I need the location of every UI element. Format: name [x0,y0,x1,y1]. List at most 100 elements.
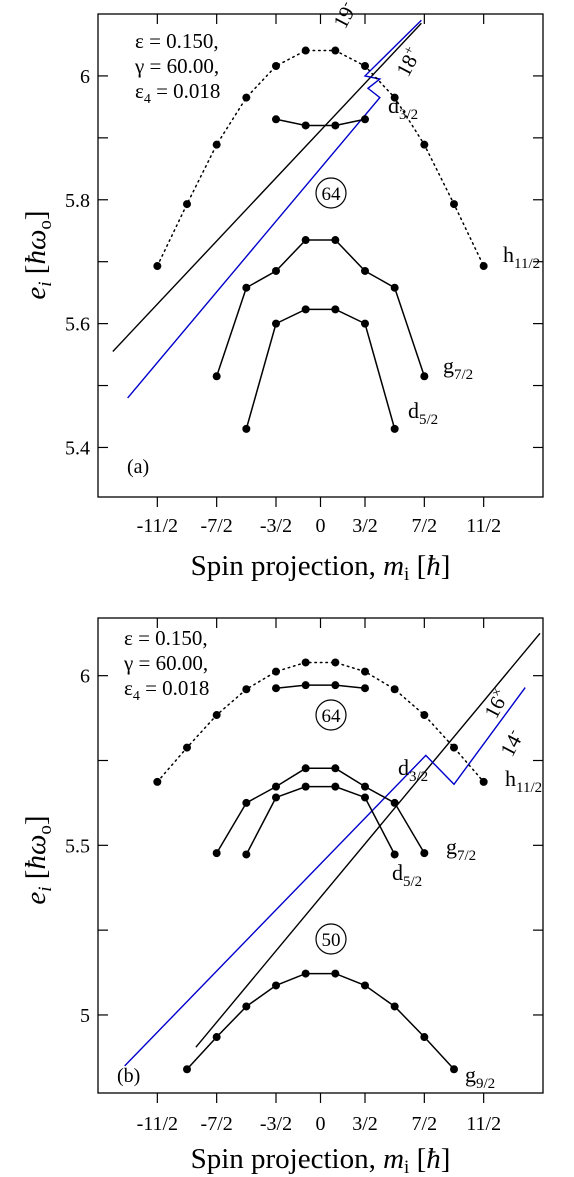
level-point [301,305,310,314]
fermi-line-label-sign: - [505,726,521,737]
y-axis-title-var: e [20,287,52,300]
fermi-line-label: 16× [479,686,514,723]
parameter-line: γ = 60.00, [123,651,208,675]
fermi-line-label-number: 16 [479,693,510,723]
level-label-sub: 7/2 [457,848,476,864]
parameter-line: ε = 0.150, [124,626,208,650]
y-tick-label: 6 [80,666,90,688]
x-tick-label: 0 [316,1113,326,1135]
level-point [331,236,340,245]
y-axis-title: ei [ħωo] [20,210,56,299]
level-point [242,1002,251,1011]
y-axis-title-unit-sub: o [35,220,56,230]
level-point [242,850,251,859]
level-point [301,236,310,245]
fermi-line-16 [195,632,541,1048]
x-tick-label: -11/2 [137,1113,178,1135]
parameter-sub: 4 [144,92,151,107]
level-line-g9-2 [186,972,455,1070]
level-point [242,798,251,807]
fermi-line-label-number: 19 [328,3,359,33]
level-label-sub: 3/2 [409,769,428,785]
level-point [242,424,251,433]
level-label-sub: 11/2 [514,256,540,272]
level-label-letter: g [443,353,454,378]
x-axis-title-text: Spin projection, [191,1143,384,1175]
level-point [272,62,280,71]
level-label-letter: d [398,755,409,780]
fermi-line-14 [124,687,526,1067]
level-point [183,743,191,752]
fermi-line-label-number: 18 [391,51,422,81]
parameter-line: ε4 = 0.018 [124,676,209,704]
y-axis-title-unit-sub: o [35,825,56,835]
y-axis-title-unit-open: [ [20,870,52,887]
level-label: d5/2 [408,398,438,428]
level-line-d3-2 [275,118,366,127]
level-label: g9/2 [465,1062,495,1092]
particle-number-label: 64 [322,184,342,205]
level-point [301,46,310,55]
x-axis-title-unit-close: ] [441,550,451,582]
level-line-h11-2 [156,661,485,783]
level-point [331,969,340,978]
level-label-sub: 9/2 [476,1076,495,1092]
level-point [420,140,429,149]
level-label: d5/2 [392,860,422,890]
parameter-value: = 60.00, [144,54,219,78]
level-point [331,681,340,690]
level-label-letter: h [505,766,516,791]
y-axis-title-sub: i [35,281,56,286]
parameter-symbol: γ [134,54,144,78]
y-axis-title-unit-close: ] [20,210,52,220]
level-point [331,305,340,314]
level-point [390,424,399,433]
x-tick-label: 3/2 [352,1113,378,1135]
level-point [420,372,429,381]
fermi-line-label: 14- [495,726,528,760]
level-point [479,777,488,786]
level-label-sub: 3/2 [399,107,418,123]
level-label-sub: 5/2 [419,412,438,428]
level-label: g7/2 [443,353,473,383]
level-point [390,685,399,694]
y-tick-label: 5 [80,1005,90,1027]
level-point [331,782,340,791]
level-point [272,793,280,802]
level-point [301,782,310,791]
parameter-value: = 0.018 [140,676,210,700]
x-axis-title-sub: i [404,1157,409,1177]
x-axis-title-unit-open: [ [409,550,426,582]
level-label-sub: 5/2 [403,874,422,890]
parameter-value: = 0.018 [151,79,221,103]
level-point [272,782,280,791]
level-point [420,711,429,720]
level-label: d3/2 [388,93,418,123]
level-point [361,115,369,124]
fermi-line-19 [127,19,422,399]
level-point [479,262,488,271]
parameter-symbol: ε [135,79,144,103]
level-point [212,849,221,858]
level-point [272,667,280,676]
y-tick-label: 5.5 [65,835,90,857]
parameter-symbol: ε [124,676,133,700]
y-axis-title-var: e [20,892,52,905]
level-label: d3/2 [398,755,428,785]
parameter-value: = 0.150, [144,29,219,53]
level-point [272,266,280,275]
parameter-line: ε = 0.150, [135,29,219,53]
level-point [361,266,369,275]
level-line-d5-2 [245,785,396,855]
level-point [153,262,162,271]
level-label-sub: 11/2 [516,780,542,796]
level-line-g7-2 [215,239,426,377]
level-point [272,115,280,124]
level-point [390,93,399,102]
level-point [183,200,191,209]
particle-number-label: 50 [322,930,341,951]
level-line-d5-2 [245,308,396,430]
particle-number-circle [315,699,347,731]
level-label-letter: g [446,834,457,859]
